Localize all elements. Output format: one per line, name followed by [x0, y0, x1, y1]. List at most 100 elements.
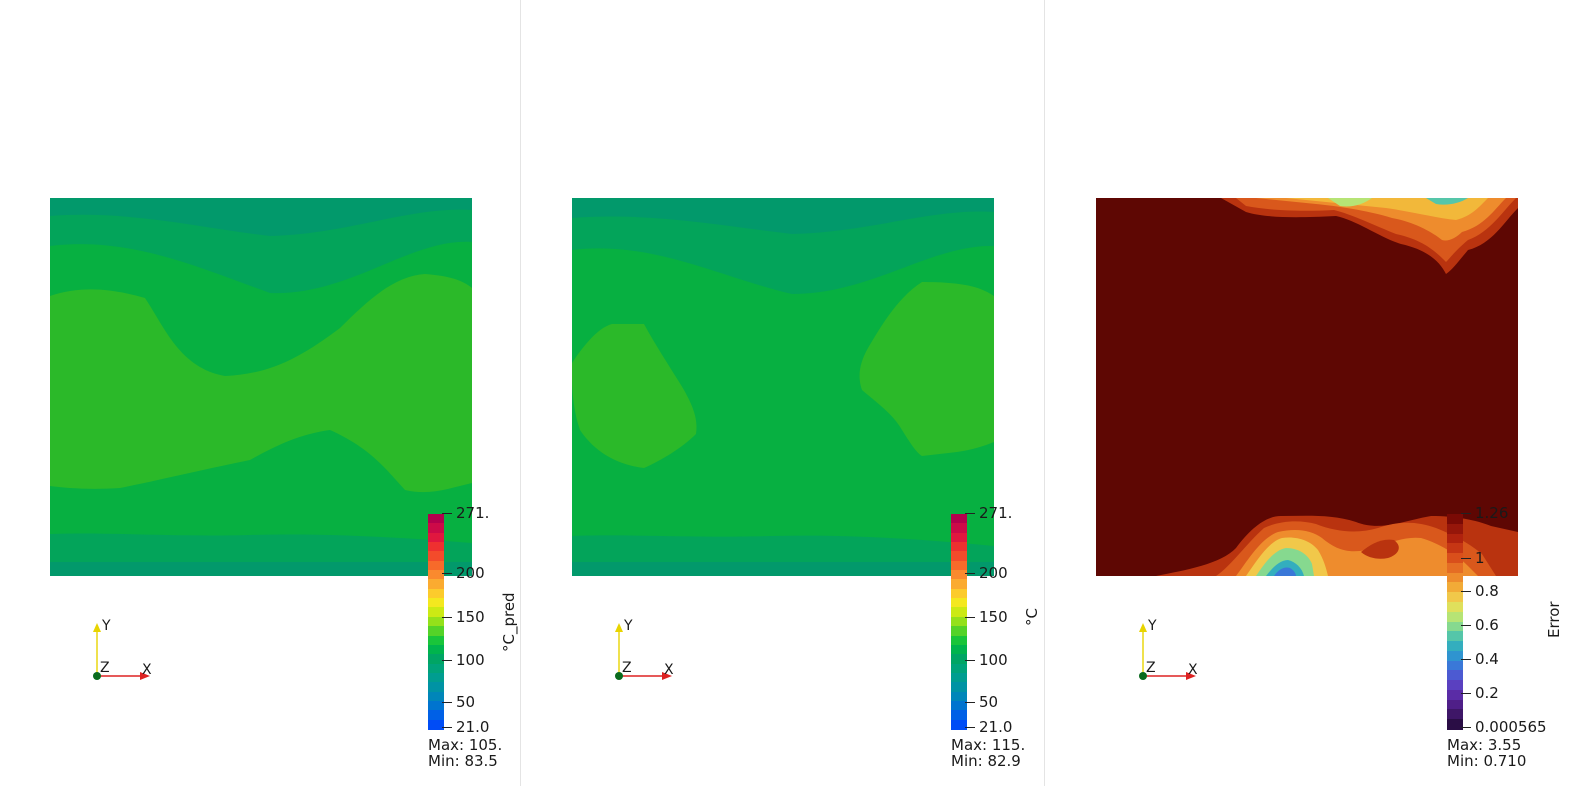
band-4: [50, 274, 472, 493]
colorbar-cell: [428, 616, 444, 627]
colorbar-cell: [428, 560, 444, 571]
colorbar: [951, 514, 967, 730]
panel-pred: Y Z X 271. 200 150 100 50 21.0 °C_pred M…: [0, 0, 520, 786]
colorbar-cell: [428, 626, 444, 637]
colorbar-tick: 100: [442, 651, 485, 669]
colorbar-cell: [1447, 689, 1463, 701]
colorbar-tick: 0.2: [1461, 684, 1499, 702]
colorbar-cell: [1447, 523, 1463, 535]
colorbar-cell: [428, 710, 444, 721]
colorbar-cell: [428, 579, 444, 590]
axis-y-label: Y: [624, 618, 633, 634]
field-plot-pred[interactable]: [50, 198, 472, 576]
range-stats: Max: 3.55 Min: 0.710: [1447, 737, 1526, 769]
range-stats: Max: 115. Min: 82.9: [951, 737, 1025, 769]
min-label: Min: 82.9: [951, 752, 1021, 770]
colorbar-tick: 200: [965, 564, 1008, 582]
orientation-axes: Y Z X: [80, 616, 170, 686]
axis-y-label: Y: [102, 618, 111, 634]
colorbar-cell: [428, 542, 444, 552]
max-label: Max: 105.: [428, 736, 503, 754]
colorbar-title: °C_pred: [500, 592, 518, 652]
colorbar-tick: 0.6: [1461, 616, 1499, 634]
colorbar-tick: 21.0: [441, 718, 490, 736]
colorbar-cell: [1447, 699, 1463, 711]
colorbar-tick: 1: [1461, 549, 1485, 567]
colorbar-cell: [951, 616, 967, 627]
colorbar-tick: 150: [965, 608, 1008, 626]
colorbar-cell: [951, 607, 967, 618]
max-label: Max: 115.: [951, 736, 1026, 754]
field-plot-error[interactable]: [1096, 198, 1518, 576]
colorbar-cell: [428, 607, 444, 618]
colorbar-cell: [1447, 670, 1463, 681]
axes-triad-icon: [615, 623, 672, 680]
axes-triad-icon: [93, 623, 150, 680]
axis-x-label: X: [1188, 662, 1198, 678]
colorbar: [1447, 514, 1463, 730]
field-plot-true[interactable]: [572, 198, 994, 576]
colorbar-cell: [428, 644, 444, 655]
axis-y-label: Y: [1148, 618, 1157, 634]
colorbar-cell: [951, 588, 967, 599]
colorbar-cell: [1447, 631, 1463, 642]
colorbar-tick: 271.: [441, 504, 490, 522]
panel-divider[interactable]: [520, 0, 521, 786]
colorbar-cell: [428, 654, 444, 665]
colorbar-cell: [428, 551, 444, 562]
colorbar-cell: [951, 719, 967, 730]
orientation-axes: Y Z X: [1126, 616, 1216, 686]
colorbar-cell: [1447, 533, 1463, 544]
colorbar-cell: [951, 532, 967, 543]
panel-error: Y Z X 1.26 1 0.8 0.6 0.4 0.2 0.000565 Er…: [1045, 0, 1594, 786]
colorbar-cell: [951, 682, 967, 693]
colorbar-cell: [951, 570, 967, 581]
band-4b: [859, 282, 994, 456]
colorbar-cell: [428, 588, 444, 599]
min-label: Min: 0.710: [1447, 752, 1527, 770]
colorbar-cell: [1447, 680, 1463, 691]
colorbar-cell: [1447, 621, 1463, 632]
colorbar-cell: [951, 710, 967, 721]
colorbar-tick: 50: [441, 693, 476, 711]
panel-divider[interactable]: [1044, 0, 1045, 786]
axis-z-label: Z: [622, 660, 632, 676]
colorbar-tick: 21.0: [964, 718, 1013, 736]
colorbar-cell: [951, 542, 967, 552]
colorbar-cell: [1447, 650, 1463, 662]
colorbar-cell: [428, 719, 444, 730]
temperature-field-pred: [50, 198, 472, 576]
colorbar-cell: [951, 654, 967, 665]
colorbar-cell: [428, 570, 444, 581]
colorbar-cell: [428, 532, 444, 543]
colorbar-cell: [428, 682, 444, 693]
colorbar-cell: [1447, 592, 1463, 603]
orientation-axes: Y Z X: [602, 616, 692, 686]
colorbar-cell: [951, 626, 967, 637]
colorbar-cell: [428, 514, 444, 524]
temperature-field-true: [572, 198, 994, 576]
axes-triad-icon: [1139, 623, 1196, 680]
colorbar-cell: [951, 514, 967, 524]
min-label: Min: 83.5: [428, 752, 498, 770]
colorbar-cell: [951, 560, 967, 571]
colorbar: [428, 514, 444, 730]
colorbar-cell: [1447, 611, 1463, 623]
colorbar-tick: 0.000565: [1461, 718, 1547, 736]
colorbar-cell: [428, 598, 444, 609]
colorbar-cell: [951, 700, 967, 711]
colorbar-title: Error: [1545, 601, 1563, 638]
colorbar-cell: [1447, 572, 1463, 583]
colorbar-cell: [951, 691, 967, 702]
colorbar-cell: [951, 635, 967, 646]
colorbar-cell: [951, 644, 967, 655]
colorbar-tick: 150: [442, 608, 485, 626]
colorbar-title: °C: [1023, 608, 1041, 626]
colorbar-tick: 0.4: [1461, 650, 1499, 668]
axis-z-label: Z: [1146, 660, 1156, 676]
colorbar-cell: [1447, 719, 1463, 730]
colorbar-cell: [1447, 562, 1463, 574]
max-label: Max: 3.55: [1447, 736, 1522, 754]
colorbar-cell: [951, 523, 967, 534]
colorbar-tick: 200: [442, 564, 485, 582]
